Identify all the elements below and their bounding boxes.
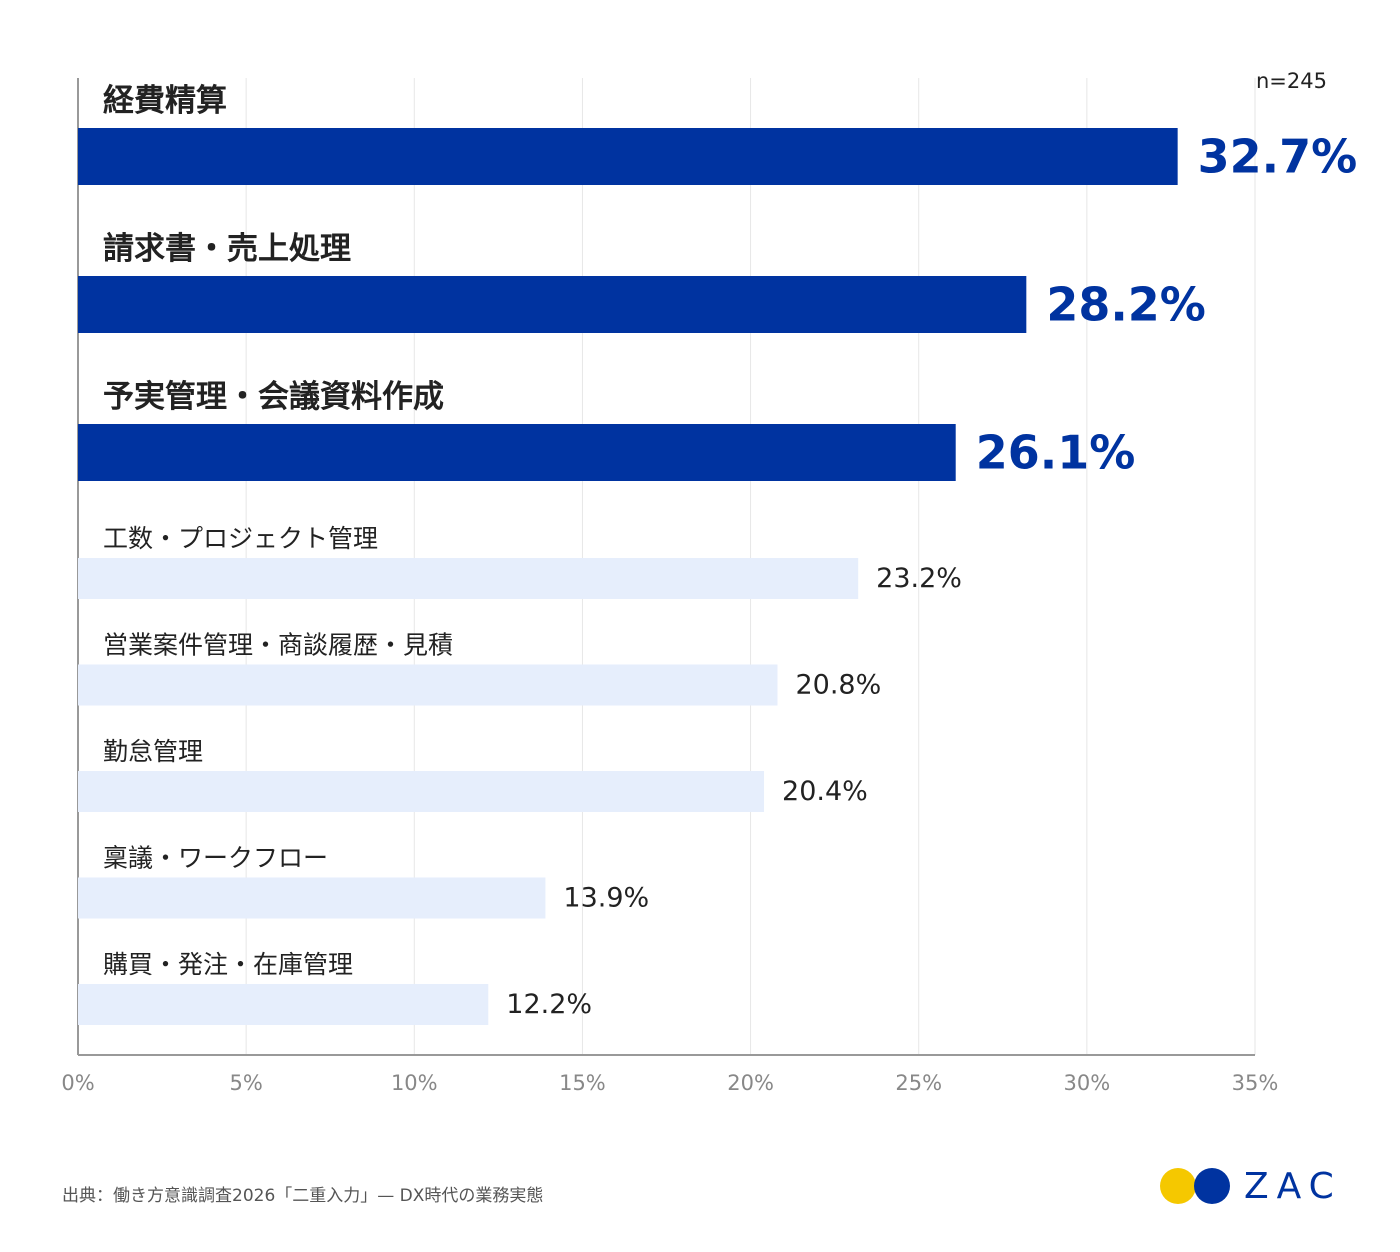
x-tick-label: 5% [229,1071,262,1095]
value-label: 26.1% [976,426,1136,480]
x-tick-label: 0% [61,1071,94,1095]
bar [78,877,546,919]
category-label: 営業案件管理・商談履歴・見積 [103,631,453,660]
category-label: 工数・プロジェクト管理 [103,524,378,553]
category-label: 経費精算 [103,83,227,119]
category-label: 請求書・売上処理 [103,231,351,267]
bar [78,128,1178,185]
logo-yellow-dot [1160,1168,1196,1204]
bar [78,771,765,812]
value-label: 13.9% [563,883,649,914]
x-tick-label: 35% [1232,1071,1279,1095]
x-tick-label: 25% [895,1071,942,1095]
bar [78,276,1027,333]
source-note: 出典：働き方意識調査2026「二重入力」— DX時代の業務実態 [62,1186,544,1206]
value-label: 20.8% [795,670,881,701]
bar [78,424,956,481]
category-label: 予実管理・会議資料作成 [103,379,444,415]
value-label: 32.7% [1198,130,1358,184]
category-label: 購買・発注・在庫管理 [103,950,353,979]
sample-size-label: n=245 [1256,69,1327,93]
x-tick-label: 10% [391,1071,438,1095]
category-label: 勤怠管理 [103,737,203,766]
x-tick-label: 15% [559,1071,606,1095]
category-label: 稟議・ワークフロー [103,844,328,873]
x-tick-label: 30% [1064,1071,1111,1095]
bar [78,664,778,706]
x-tick-label: 20% [727,1071,774,1095]
value-label: 20.4% [782,776,868,807]
logo-blue-dot [1194,1168,1230,1204]
zac-logo: ZAC [1160,1165,1342,1207]
value-label: 23.2% [876,563,962,594]
bar [78,984,489,1025]
logo-text: ZAC [1244,1165,1342,1207]
bar [78,558,859,599]
value-label: 12.2% [506,989,592,1020]
value-label: 28.2% [1046,278,1206,332]
